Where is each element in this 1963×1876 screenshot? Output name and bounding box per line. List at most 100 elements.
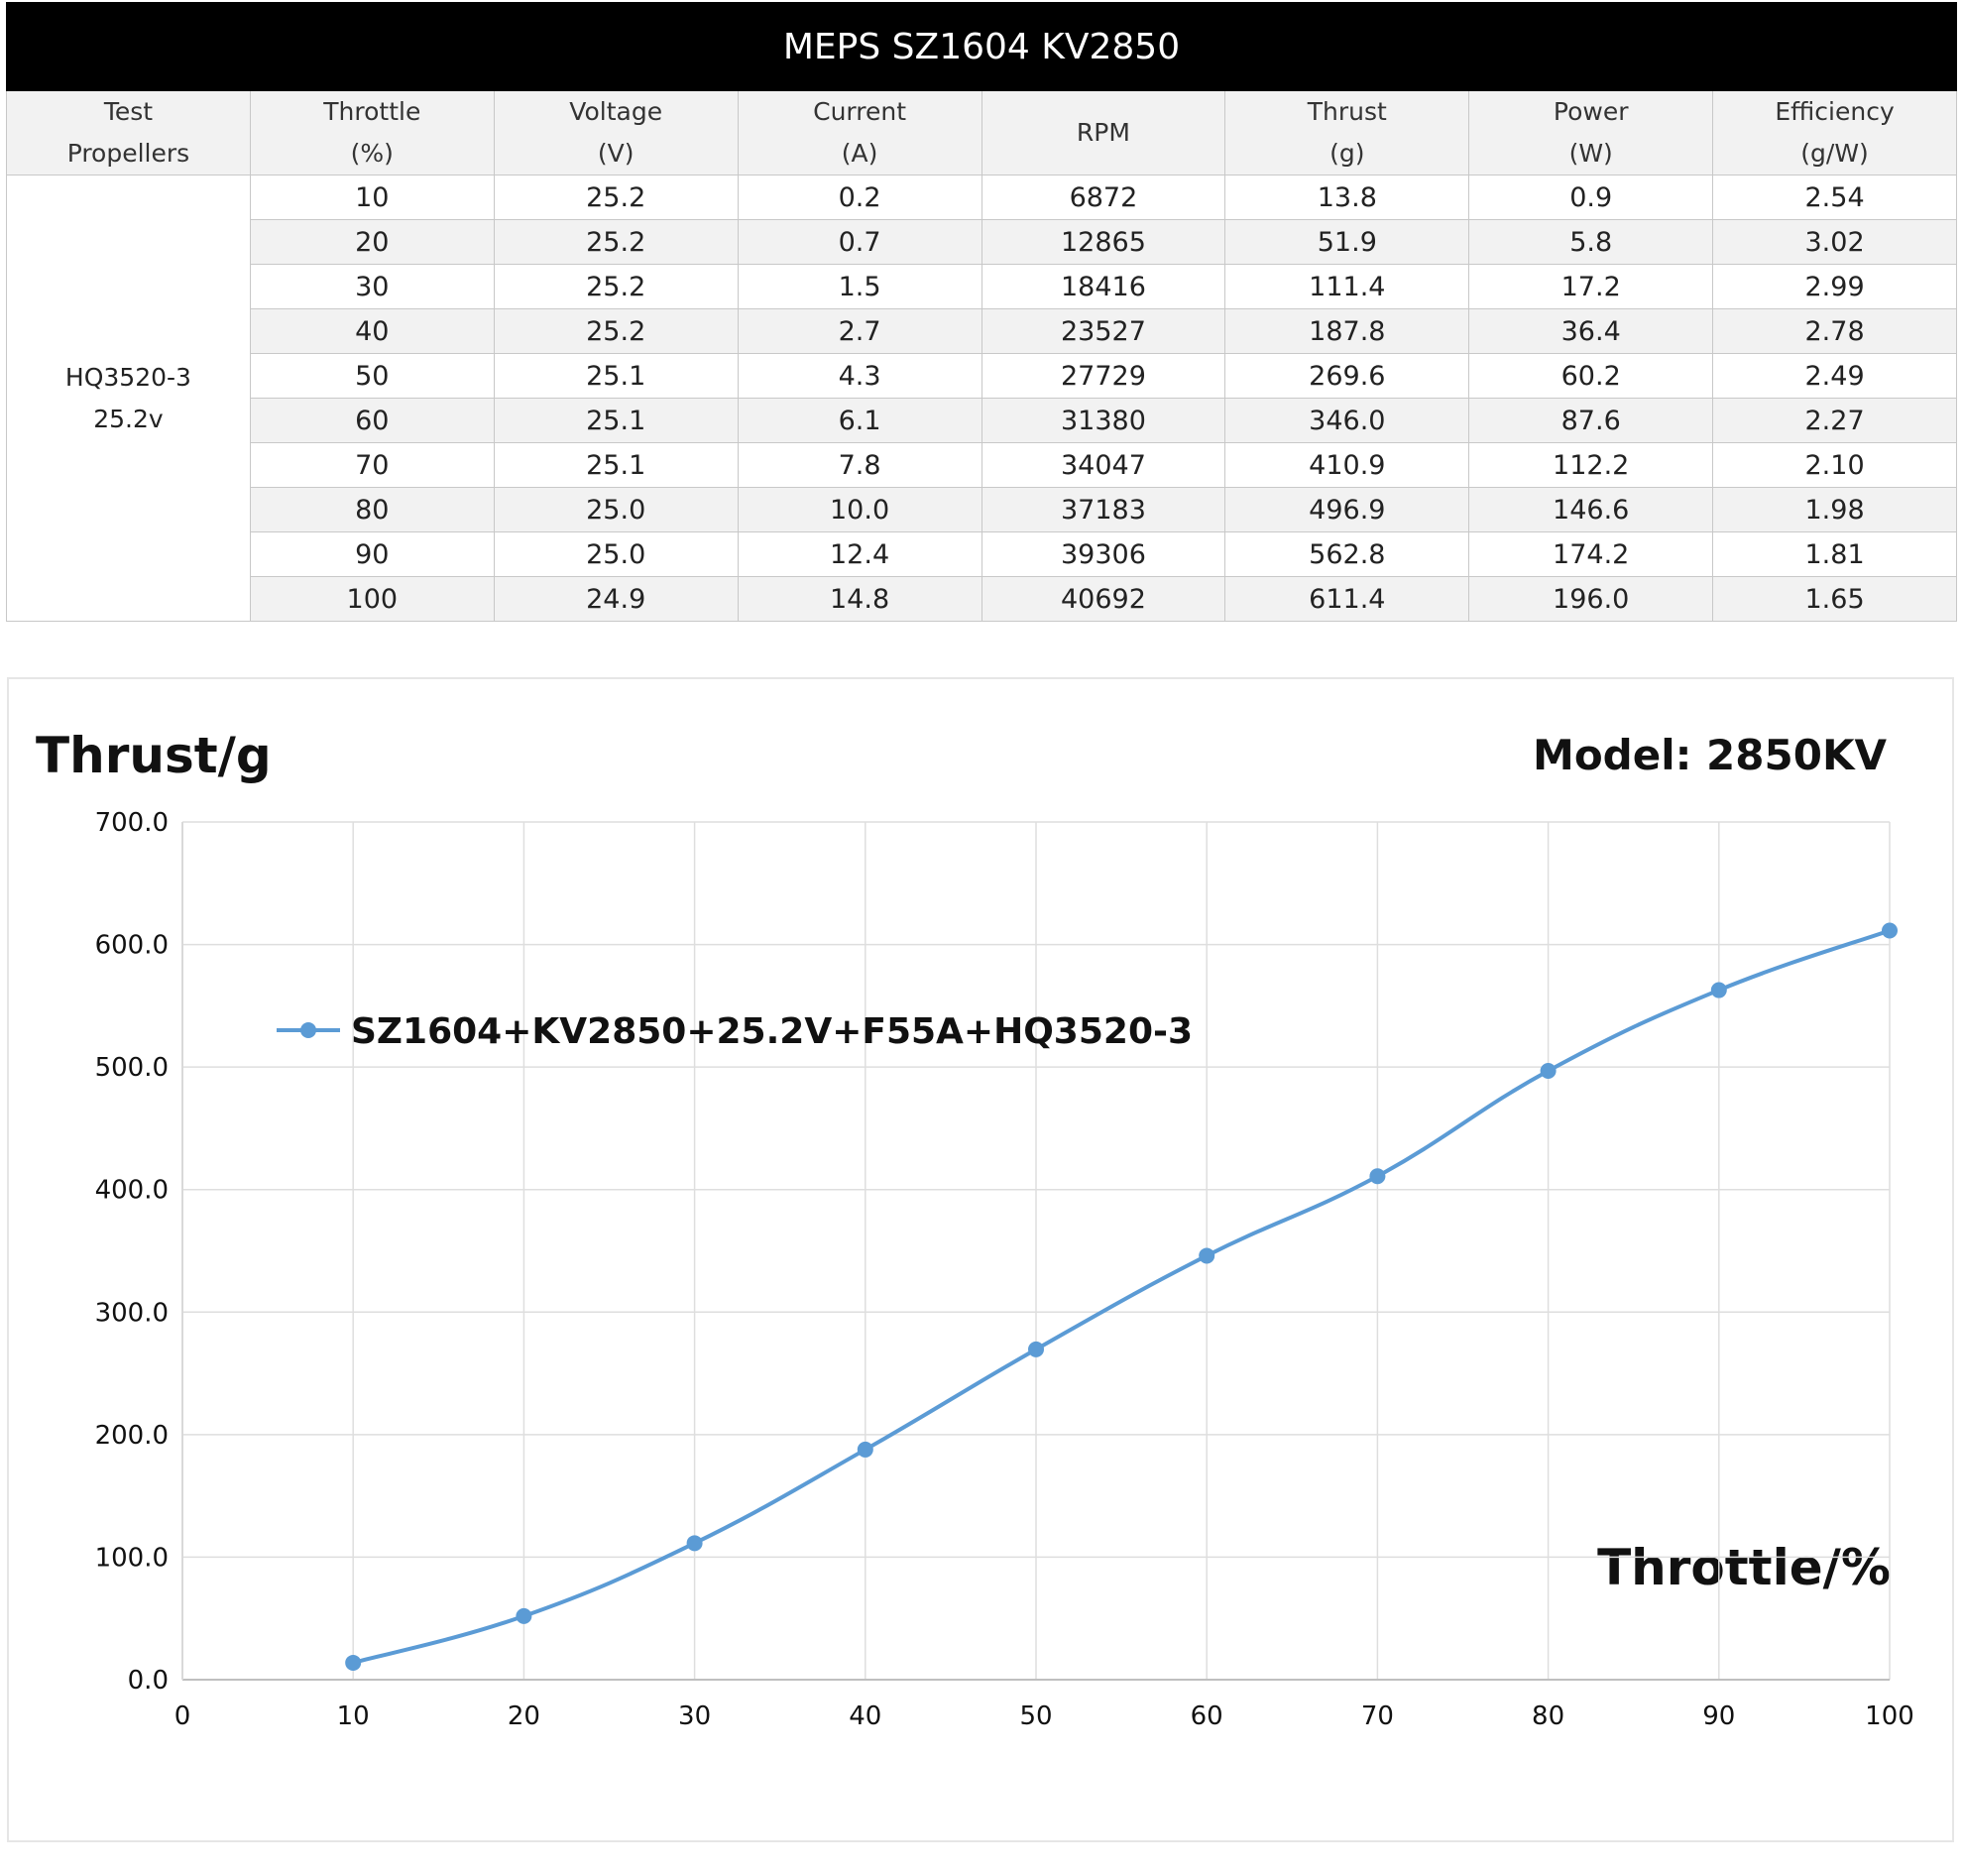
column-header-line: Voltage <box>569 97 663 126</box>
column-header: Efficiency (g/W) <box>1712 90 1957 176</box>
table-cell: 562.8 <box>1224 531 1470 577</box>
data-point <box>1882 922 1898 939</box>
y-tick-label: 700.0 <box>95 808 169 838</box>
table-cell: 60 <box>249 398 495 443</box>
column-header: Voltage (V) <box>493 90 739 176</box>
y-tick-label: 600.0 <box>95 931 169 961</box>
column-header-line: RPM <box>1076 118 1130 147</box>
column-header-line: (V) <box>597 139 635 168</box>
column-header-line: (W) <box>1568 139 1613 168</box>
table-cell: 25.0 <box>493 531 739 577</box>
legend-label: SZ1604+KV2850+25.2V+F55A+HQ3520-3 <box>351 1011 1193 1052</box>
x-tick-label: 0 <box>174 1701 191 1731</box>
table-row: 30 25.2 1.5 18416 111.4 17.2 2.99 <box>7 264 1957 309</box>
table-cell: 70 <box>249 442 495 488</box>
column-header-line: Propellers <box>66 139 190 168</box>
table-cell: 174.2 <box>1468 531 1714 577</box>
table-cell: 51.9 <box>1224 219 1470 265</box>
table-cell: 14.8 <box>737 576 982 622</box>
column-header-line: (A) <box>841 139 878 168</box>
table-cell: 13.8 <box>1224 175 1470 220</box>
data-point <box>516 1607 532 1624</box>
y-tick-label: 500.0 <box>95 1053 169 1083</box>
data-point <box>1540 1062 1557 1079</box>
table-cell: 3.02 <box>1712 219 1957 265</box>
table-cell: 39306 <box>981 531 1226 577</box>
table-cell: 2.49 <box>1712 353 1957 399</box>
table-cell: 50 <box>249 353 495 399</box>
thrust-chart-svg: Thrust/g Model: 2850KV Throttle/% 0.0100… <box>36 727 1914 1731</box>
column-header-line: Thrust <box>1307 97 1387 126</box>
table-cell: 100 <box>249 576 495 622</box>
table-cell: 1.65 <box>1712 576 1957 622</box>
table-cell: 496.9 <box>1224 487 1470 532</box>
y-tick-labels: 0.0 100.0 200.0 300.0 400.0 500.0 600.0 700.0 <box>95 808 169 1696</box>
table-row: 100 24.9 14.8 40692 611.4 196.0 1.65 <box>7 576 1957 622</box>
table-cell: 25.2 <box>493 264 739 309</box>
table-cell: 1.98 <box>1712 487 1957 532</box>
table-row: 80 25.0 10.0 37183 496.9 146.6 1.98 <box>7 487 1957 532</box>
table-cell: 20 <box>249 219 495 265</box>
x-tick-label: 60 <box>1191 1701 1223 1731</box>
propeller-line: HQ3520-3 <box>64 362 191 392</box>
table-cell: 111.4 <box>1224 264 1470 309</box>
table-cell: 40692 <box>981 576 1226 622</box>
data-point <box>1369 1168 1386 1185</box>
column-header-line: (g) <box>1329 139 1365 168</box>
table-row: 50 25.1 4.3 27729 269.6 60.2 2.49 <box>7 353 1957 399</box>
column-header: Current (A) <box>737 90 982 176</box>
table-cell: 25.0 <box>493 487 739 532</box>
table-row: 40 25.2 2.7 23527 187.8 36.4 2.78 <box>7 308 1957 354</box>
table-cell: 10 <box>249 175 495 220</box>
table-cell: 25.2 <box>493 308 739 354</box>
y-tick-label: 300.0 <box>95 1298 169 1328</box>
table-cell: 30 <box>249 264 495 309</box>
table-cell: 0.7 <box>737 219 982 265</box>
table-cell: 34047 <box>981 442 1226 488</box>
table-cell: 36.4 <box>1468 308 1714 354</box>
table-cell: 90 <box>249 531 495 577</box>
table-cell: 6.1 <box>737 398 982 443</box>
x-tick-label: 40 <box>849 1701 881 1731</box>
table-cell: 611.4 <box>1224 576 1470 622</box>
y-tick-label: 400.0 <box>95 1176 169 1206</box>
legend-marker <box>300 1022 316 1038</box>
thrust-chart: Thrust/g Model: 2850KV Throttle/% 0.0 100… <box>7 677 1954 1842</box>
table-cell: 0.9 <box>1468 175 1714 220</box>
table-cell: 60.2 <box>1468 353 1714 399</box>
table-cell: 187.8 <box>1224 308 1470 354</box>
model-label: Model: 2850KV <box>1533 731 1887 779</box>
x-tick-label: 50 <box>1019 1701 1052 1731</box>
data-point <box>1710 982 1727 998</box>
legend: SZ1604+KV2850+25.2V+F55A+HQ3520-3 <box>277 1011 1193 1052</box>
x-tick-label: 30 <box>678 1701 711 1731</box>
x-tick-label: 90 <box>1702 1701 1735 1731</box>
table-cell: 5.8 <box>1468 219 1714 265</box>
column-header-line: Throttle <box>323 97 421 126</box>
data-point <box>1199 1247 1215 1264</box>
table-cell: 196.0 <box>1468 576 1714 622</box>
column-header-line: Current <box>813 97 907 126</box>
table-cell: 112.2 <box>1468 442 1714 488</box>
x-tick-label: 80 <box>1532 1701 1564 1731</box>
y-axis-label: Thrust/g <box>36 727 272 784</box>
table-cell: 2.99 <box>1712 264 1957 309</box>
table-cell: 80 <box>249 487 495 532</box>
table-row: 70 25.1 7.8 34047 410.9 112.2 2.10 <box>7 442 1957 488</box>
table-cell: 2.27 <box>1712 398 1957 443</box>
table-cell: 1.5 <box>737 264 982 309</box>
table-cell: 2.54 <box>1712 175 1957 220</box>
y-tick-label: 100.0 <box>95 1543 169 1573</box>
column-header: Power (W) <box>1468 90 1714 176</box>
table-row: 20 25.2 0.7 12865 51.9 5.8 3.02 <box>7 219 1957 265</box>
axes <box>181 822 1890 1681</box>
column-header-line: Test <box>103 97 154 126</box>
table-cell: 2.10 <box>1712 442 1957 488</box>
table-cell: 31380 <box>981 398 1226 443</box>
table-cell: 25.1 <box>493 398 739 443</box>
x-tick-label: 100 <box>1865 1701 1914 1731</box>
table-cell: 40 <box>249 308 495 354</box>
table-body: HQ3520-3 25.2v 10 25.2 0.2 6872 13.8 0.9 2.54 20 2… <box>6 175 1957 622</box>
table-cell: 25.1 <box>493 442 739 488</box>
column-header-line: Efficiency <box>1775 97 1895 126</box>
